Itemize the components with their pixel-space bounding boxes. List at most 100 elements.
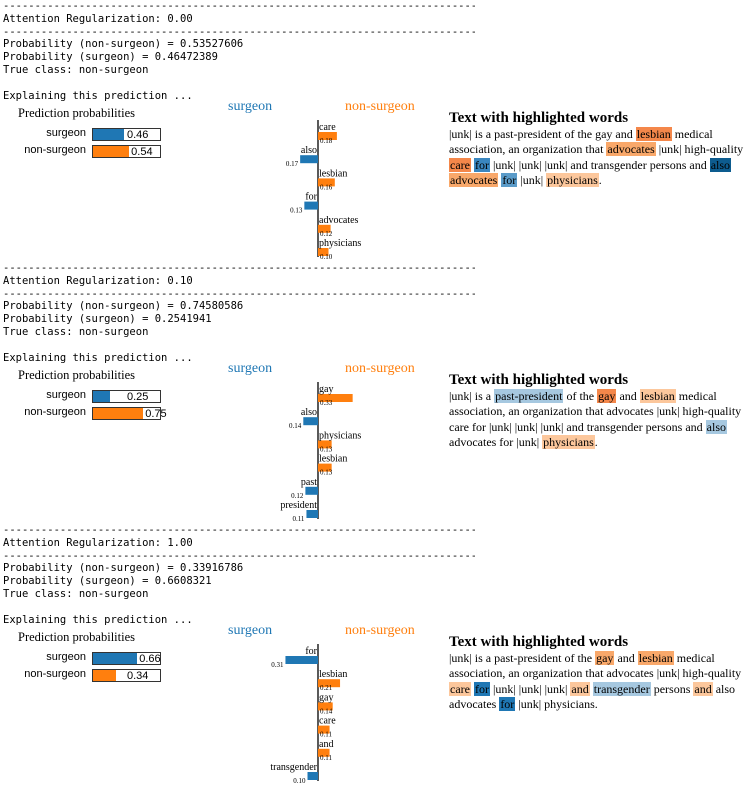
feature-name: care	[319, 716, 336, 727]
prob-bar-frame: 0.66	[92, 652, 161, 665]
prob-non-surgeon-line: Probability (non-surgeon) = 0.74580586	[3, 300, 244, 313]
prediction-probabilities-title: Prediction probabilities	[18, 630, 135, 644]
feature-value-label: 0.33	[320, 399, 333, 407]
prob-surgeon-line: Probability (surgeon) = 0.2541941	[3, 313, 212, 326]
feature-value-label: 0.13	[320, 469, 333, 477]
feature-name: physicians	[319, 430, 361, 441]
blank-line	[3, 339, 475, 352]
class-header-non-surgeon: non-surgeon	[345, 361, 415, 376]
feature-bar	[304, 201, 318, 210]
separator-line: ----------------------------------------…	[3, 262, 475, 274]
separator-line: ----------------------------------------…	[3, 287, 475, 300]
feature-bar	[318, 725, 330, 734]
prob-value: 0.75	[145, 408, 167, 420]
plain-text: .	[594, 434, 598, 449]
plain-text: |unk| |unk| |unk| and transgender person…	[489, 157, 710, 172]
highlighted-word: advocates	[606, 142, 656, 157]
highlighted-word: for	[473, 157, 490, 172]
feature-value-label: 0.18	[320, 137, 333, 145]
plain-text: |unk| is a	[449, 389, 495, 403]
feature-value-label: 0.14	[320, 707, 333, 715]
highlighted-word: physicians	[542, 434, 595, 449]
feature-name: transgender	[270, 762, 317, 773]
prob-bar	[93, 408, 144, 419]
highlighted-word: transgender	[592, 681, 651, 696]
plain-text: |unk| physicians.	[515, 696, 598, 711]
plain-text: advocates for |unk|	[449, 434, 543, 449]
feature-value-label: 0.12	[320, 230, 333, 238]
prob-value: 0.54	[131, 146, 153, 158]
feature-bar	[318, 702, 333, 711]
class-header-non-surgeon: non-surgeon	[345, 99, 415, 114]
prob-value: 0.25	[127, 391, 149, 403]
prob-bar	[93, 670, 116, 681]
true-class-line: True class: non-surgeon	[3, 587, 149, 600]
separator-line: ----------------------------------------…	[3, 25, 475, 38]
highlighted-word: past-president	[494, 389, 564, 403]
highlighted-word: lesbian	[637, 651, 674, 665]
prob-bar-frame: 0.75	[92, 407, 167, 420]
prob-label: non-surgeon	[24, 144, 86, 156]
highlighted-text-title: Text with highlighted words	[449, 110, 629, 126]
feature-name: past	[301, 477, 317, 488]
prob-value: 0.46	[127, 129, 149, 141]
feature-name: lesbian	[319, 168, 347, 179]
feature-value-label: 0.14	[289, 422, 302, 430]
plain-text: .	[598, 172, 602, 187]
highlighted-word: lesbian	[639, 389, 676, 403]
feature-name: and	[319, 739, 333, 750]
log-text: ----------------------------------------…	[3, 0, 475, 102]
feature-value-label: 0.13	[320, 445, 333, 453]
highlighted-text-body: |unk| is a past-president of the gay and…	[449, 389, 749, 450]
highlighted-word: for	[499, 696, 516, 711]
plain-text: |unk| is a past-president of the gay and	[449, 127, 636, 141]
feature-weight-chart: for0.31lesbian0.21gay0.14care0.11and0.11…	[270, 644, 347, 785]
feature-name: care	[319, 122, 336, 133]
prob-label: surgeon	[46, 651, 86, 663]
feature-bar	[318, 440, 332, 449]
feature-bar	[306, 510, 318, 518]
section-block: ----------------------------------------…	[0, 262, 749, 524]
feature-value-label: 0.11	[292, 515, 304, 523]
feature-value-label: 0.11	[320, 754, 332, 762]
feature-bar	[318, 679, 341, 688]
feature-name: physicians	[319, 238, 361, 249]
reg-line: Attention Regularization: 0.00	[3, 12, 193, 25]
feature-bar	[318, 248, 329, 256]
prob-bar	[93, 146, 130, 157]
section-block: ----------------------------------------…	[0, 524, 749, 786]
plain-text: |unk| high-quality	[655, 142, 744, 157]
feature-name: gay	[319, 692, 333, 703]
class-header-surgeon: surgeon	[228, 623, 273, 638]
highlighted-word: physicians	[546, 172, 599, 187]
feature-bar	[318, 224, 331, 233]
prob-surgeon-line: Probability (surgeon) = 0.6608321	[3, 575, 212, 588]
prob-bar-frame: 0.25	[92, 390, 161, 403]
feature-value-label: 0.31	[271, 661, 284, 669]
feature-value-label: 0.11	[320, 731, 332, 739]
prob-label: non-surgeon	[24, 406, 86, 418]
highlighted-text-body: |unk| is a past-president of the gay and…	[449, 127, 749, 188]
separator-line: ----------------------------------------…	[3, 524, 475, 536]
highlighted-word: gay	[595, 651, 615, 665]
reg-line: Attention Regularization: 0.10	[3, 274, 193, 287]
plain-text: and	[616, 389, 640, 403]
feature-value-label: 0.12	[291, 492, 304, 500]
highlighted-text-body: |unk| is a past-president of the gay and…	[449, 651, 749, 712]
feature-weight-chart: gay0.33also0.14physicians0.13lesbian0.13…	[280, 382, 361, 523]
feature-name: for	[305, 646, 317, 657]
feature-bar	[307, 772, 318, 780]
highlighted-word: for	[473, 681, 490, 696]
feature-value-label: 0.13	[290, 207, 303, 215]
feature-name: gay	[319, 384, 333, 395]
blank-line	[3, 77, 475, 90]
log-text: ----------------------------------------…	[3, 262, 475, 364]
feature-bar	[300, 155, 318, 164]
separator-line: ----------------------------------------…	[3, 0, 475, 12]
highlighted-word: lesbian	[635, 127, 672, 141]
feature-bar	[318, 132, 337, 140]
class-header-surgeon: surgeon	[228, 361, 273, 376]
prob-label: surgeon	[46, 389, 86, 401]
plain-text: |unk| |unk| |unk|	[489, 681, 571, 696]
